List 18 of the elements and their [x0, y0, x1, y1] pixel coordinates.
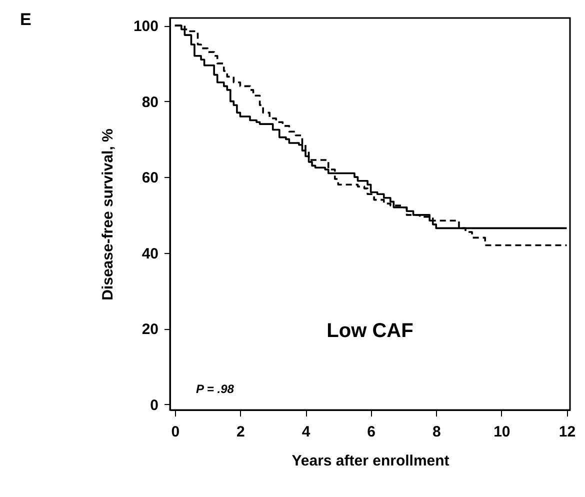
annotation: P = .98: [196, 382, 234, 396]
x-tick-label: 6: [367, 424, 376, 440]
text: E: [20, 10, 32, 29]
y-axis-title: Disease-free survival, %: [99, 128, 116, 300]
x-axis-title: Years after enrollment: [292, 452, 450, 470]
y-tick-label: 40: [142, 245, 158, 262]
x-tick-label: 0: [171, 424, 180, 440]
y-tick-label: 100: [133, 18, 158, 36]
x-tick-label: 8: [432, 424, 441, 440]
y-tick-label: 20: [142, 321, 158, 338]
x-tick-label: 4: [302, 424, 311, 440]
x-tick-label: 2: [236, 424, 245, 440]
y-tick-label: 0: [150, 396, 158, 414]
x-tick-label: 10: [494, 424, 510, 440]
y-tick-label: 80: [142, 94, 158, 111]
annotation: Low CAF: [326, 320, 414, 342]
y-tick-label: 60: [142, 170, 158, 187]
x-tick-label: 12: [558, 424, 576, 440]
